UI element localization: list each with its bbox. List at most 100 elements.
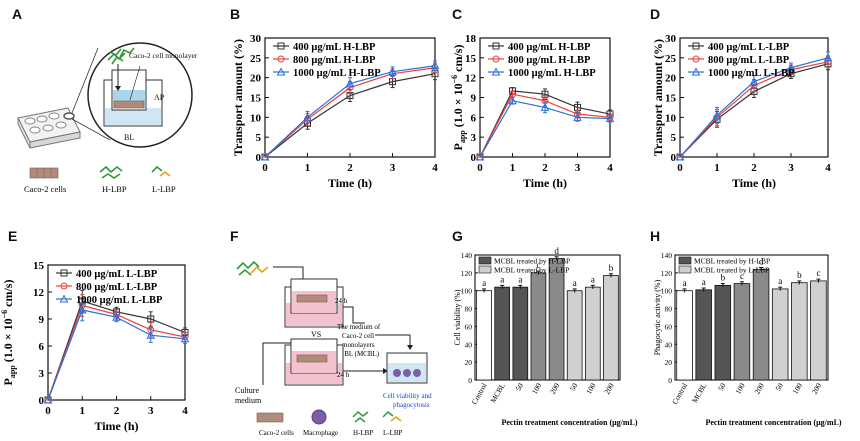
y-label-main: P	[451, 143, 465, 150]
y-tick-label: 15	[33, 260, 45, 272]
chart-d: 0 5 10 15 20 25 30 0 1 2 3 4 Time (h) Transport amoun…	[651, 33, 833, 190]
series-red	[476, 90, 614, 161]
legend-marker	[692, 55, 700, 63]
significance-letter: a	[482, 278, 486, 288]
caco2-monolayer-label: Caco-2 cell monolayer	[129, 51, 198, 60]
legend-marker	[492, 55, 500, 63]
data-point	[749, 77, 759, 86]
x-tick-label: 50	[514, 381, 526, 392]
x-tick-label: 0	[477, 162, 483, 174]
result-text-2: phagocytosis	[393, 401, 430, 409]
panel-label-a: A	[12, 6, 23, 22]
y-tick-label: 80	[665, 305, 673, 314]
y-tick-label: 5	[671, 132, 677, 144]
legend-label: 400 μg/mL H-LBP	[293, 42, 376, 53]
data-point	[786, 63, 796, 72]
l-lbp-legend-icon	[151, 165, 171, 177]
legend-marker	[276, 67, 286, 76]
x-axis-label: Time (h)	[732, 176, 776, 190]
legend-label: 800 μg/mL H-LBP	[293, 55, 376, 66]
legend-label: 1000 μg/mL L-LBP	[76, 295, 163, 306]
y-tick-label: 100	[461, 287, 473, 296]
legend-marker	[691, 67, 701, 76]
x-tick-label: 50	[568, 381, 580, 392]
schematic-a: Caco-2 cell monolayer AP BL Caco-2 cells…	[17, 42, 198, 194]
data-point	[605, 114, 615, 123]
legend-marker	[277, 55, 285, 63]
y-tick-label: 30	[665, 33, 677, 45]
ap-label: AP	[154, 93, 165, 102]
y-tick-label: 0	[671, 152, 677, 164]
y-tick-label: 18	[465, 33, 477, 45]
y-axis-label: Papp (1.0 × 10−6 cm/s)	[0, 280, 17, 386]
y-tick-label: 20	[250, 73, 262, 85]
significance-letter: a	[778, 276, 782, 286]
y-label-sup: −6	[0, 310, 9, 319]
significance-letter: a	[500, 274, 504, 284]
y-axis-label: Cell viability (%)	[453, 289, 462, 345]
x-tick-label: 3	[788, 162, 794, 174]
panel-label-d: D	[650, 6, 661, 22]
y-tick-label: 40	[665, 340, 673, 349]
x-tick-label: Control	[470, 382, 489, 406]
legend-label: 400 μg/mL L-LBP	[708, 42, 790, 53]
x-tick-label: 200	[548, 381, 562, 395]
x-axis-label: Pectin treatment concentration (μg/mL)	[705, 418, 841, 427]
significance-letter: b	[797, 270, 802, 280]
legend-marker	[491, 67, 501, 76]
bar	[494, 286, 511, 381]
legend-macrophage-icon	[311, 409, 327, 425]
panel-label-f: F	[230, 228, 239, 244]
data-point	[712, 110, 722, 119]
legend-llbp-label: L-LBP	[152, 184, 176, 194]
lower-transwell-icon	[284, 338, 344, 386]
x-tick-label: 50	[716, 381, 728, 392]
x-tick-label: MCBL	[690, 381, 709, 404]
y-axis-label: Transport amount (%)	[231, 39, 245, 156]
h-lbp-icon	[107, 47, 135, 65]
legend-swatch	[478, 265, 492, 274]
panel-label-g: G	[452, 228, 463, 244]
culture-text-2: medium	[235, 396, 262, 405]
data-point	[388, 67, 397, 76]
y-tick-label: 20	[665, 358, 673, 367]
significance-letter: c	[536, 260, 540, 270]
x-tick-label: 2	[542, 162, 548, 174]
legend-llbp-icon	[382, 410, 402, 422]
legend-label: 800 μg/mL L-LBP	[76, 282, 158, 293]
y-tick-label: 15	[250, 93, 262, 105]
y-tick-label: 20	[665, 73, 677, 85]
legend-swatch	[678, 265, 692, 274]
x-tick-label: 2	[347, 162, 353, 174]
legend-swatch	[478, 256, 492, 265]
x-tick-label: 1	[80, 405, 86, 417]
x-tick-label: 4	[607, 162, 613, 174]
medium-text-4: in BL (MCBL)	[337, 350, 380, 358]
x-tick-label: 0	[677, 162, 683, 174]
vs-label: VS	[311, 330, 321, 339]
plot-frame	[474, 254, 621, 381]
x-tick-label: 100	[791, 381, 805, 395]
significance-letter: d	[759, 257, 764, 267]
legend-marker	[692, 42, 700, 50]
data-point	[147, 315, 155, 323]
panel-label-b: B	[230, 6, 241, 22]
legend-hlbp-icon	[352, 410, 369, 423]
y-tick-label: 15	[465, 53, 477, 65]
significance-letter: a	[573, 278, 577, 288]
data-point	[573, 112, 582, 121]
y-tick-label: 6	[39, 341, 45, 353]
medium-text-2: Caco-2 cell	[342, 332, 374, 340]
y-axis-label: Papp (1.0 × 10−6 cm/s)	[450, 45, 467, 151]
y-label-sub: app	[458, 130, 467, 143]
y-tick-label: 40	[465, 340, 473, 349]
well-plate-icon	[17, 107, 81, 149]
transwell-icon	[103, 69, 163, 127]
culture-text-1: Culture	[235, 386, 259, 395]
y-tick-label: 12	[465, 73, 477, 85]
bar	[752, 268, 770, 381]
y-tick-label: 5	[256, 132, 262, 144]
bar	[603, 275, 619, 381]
bar	[676, 290, 693, 381]
result-text-1: Cell viability and	[383, 392, 432, 400]
